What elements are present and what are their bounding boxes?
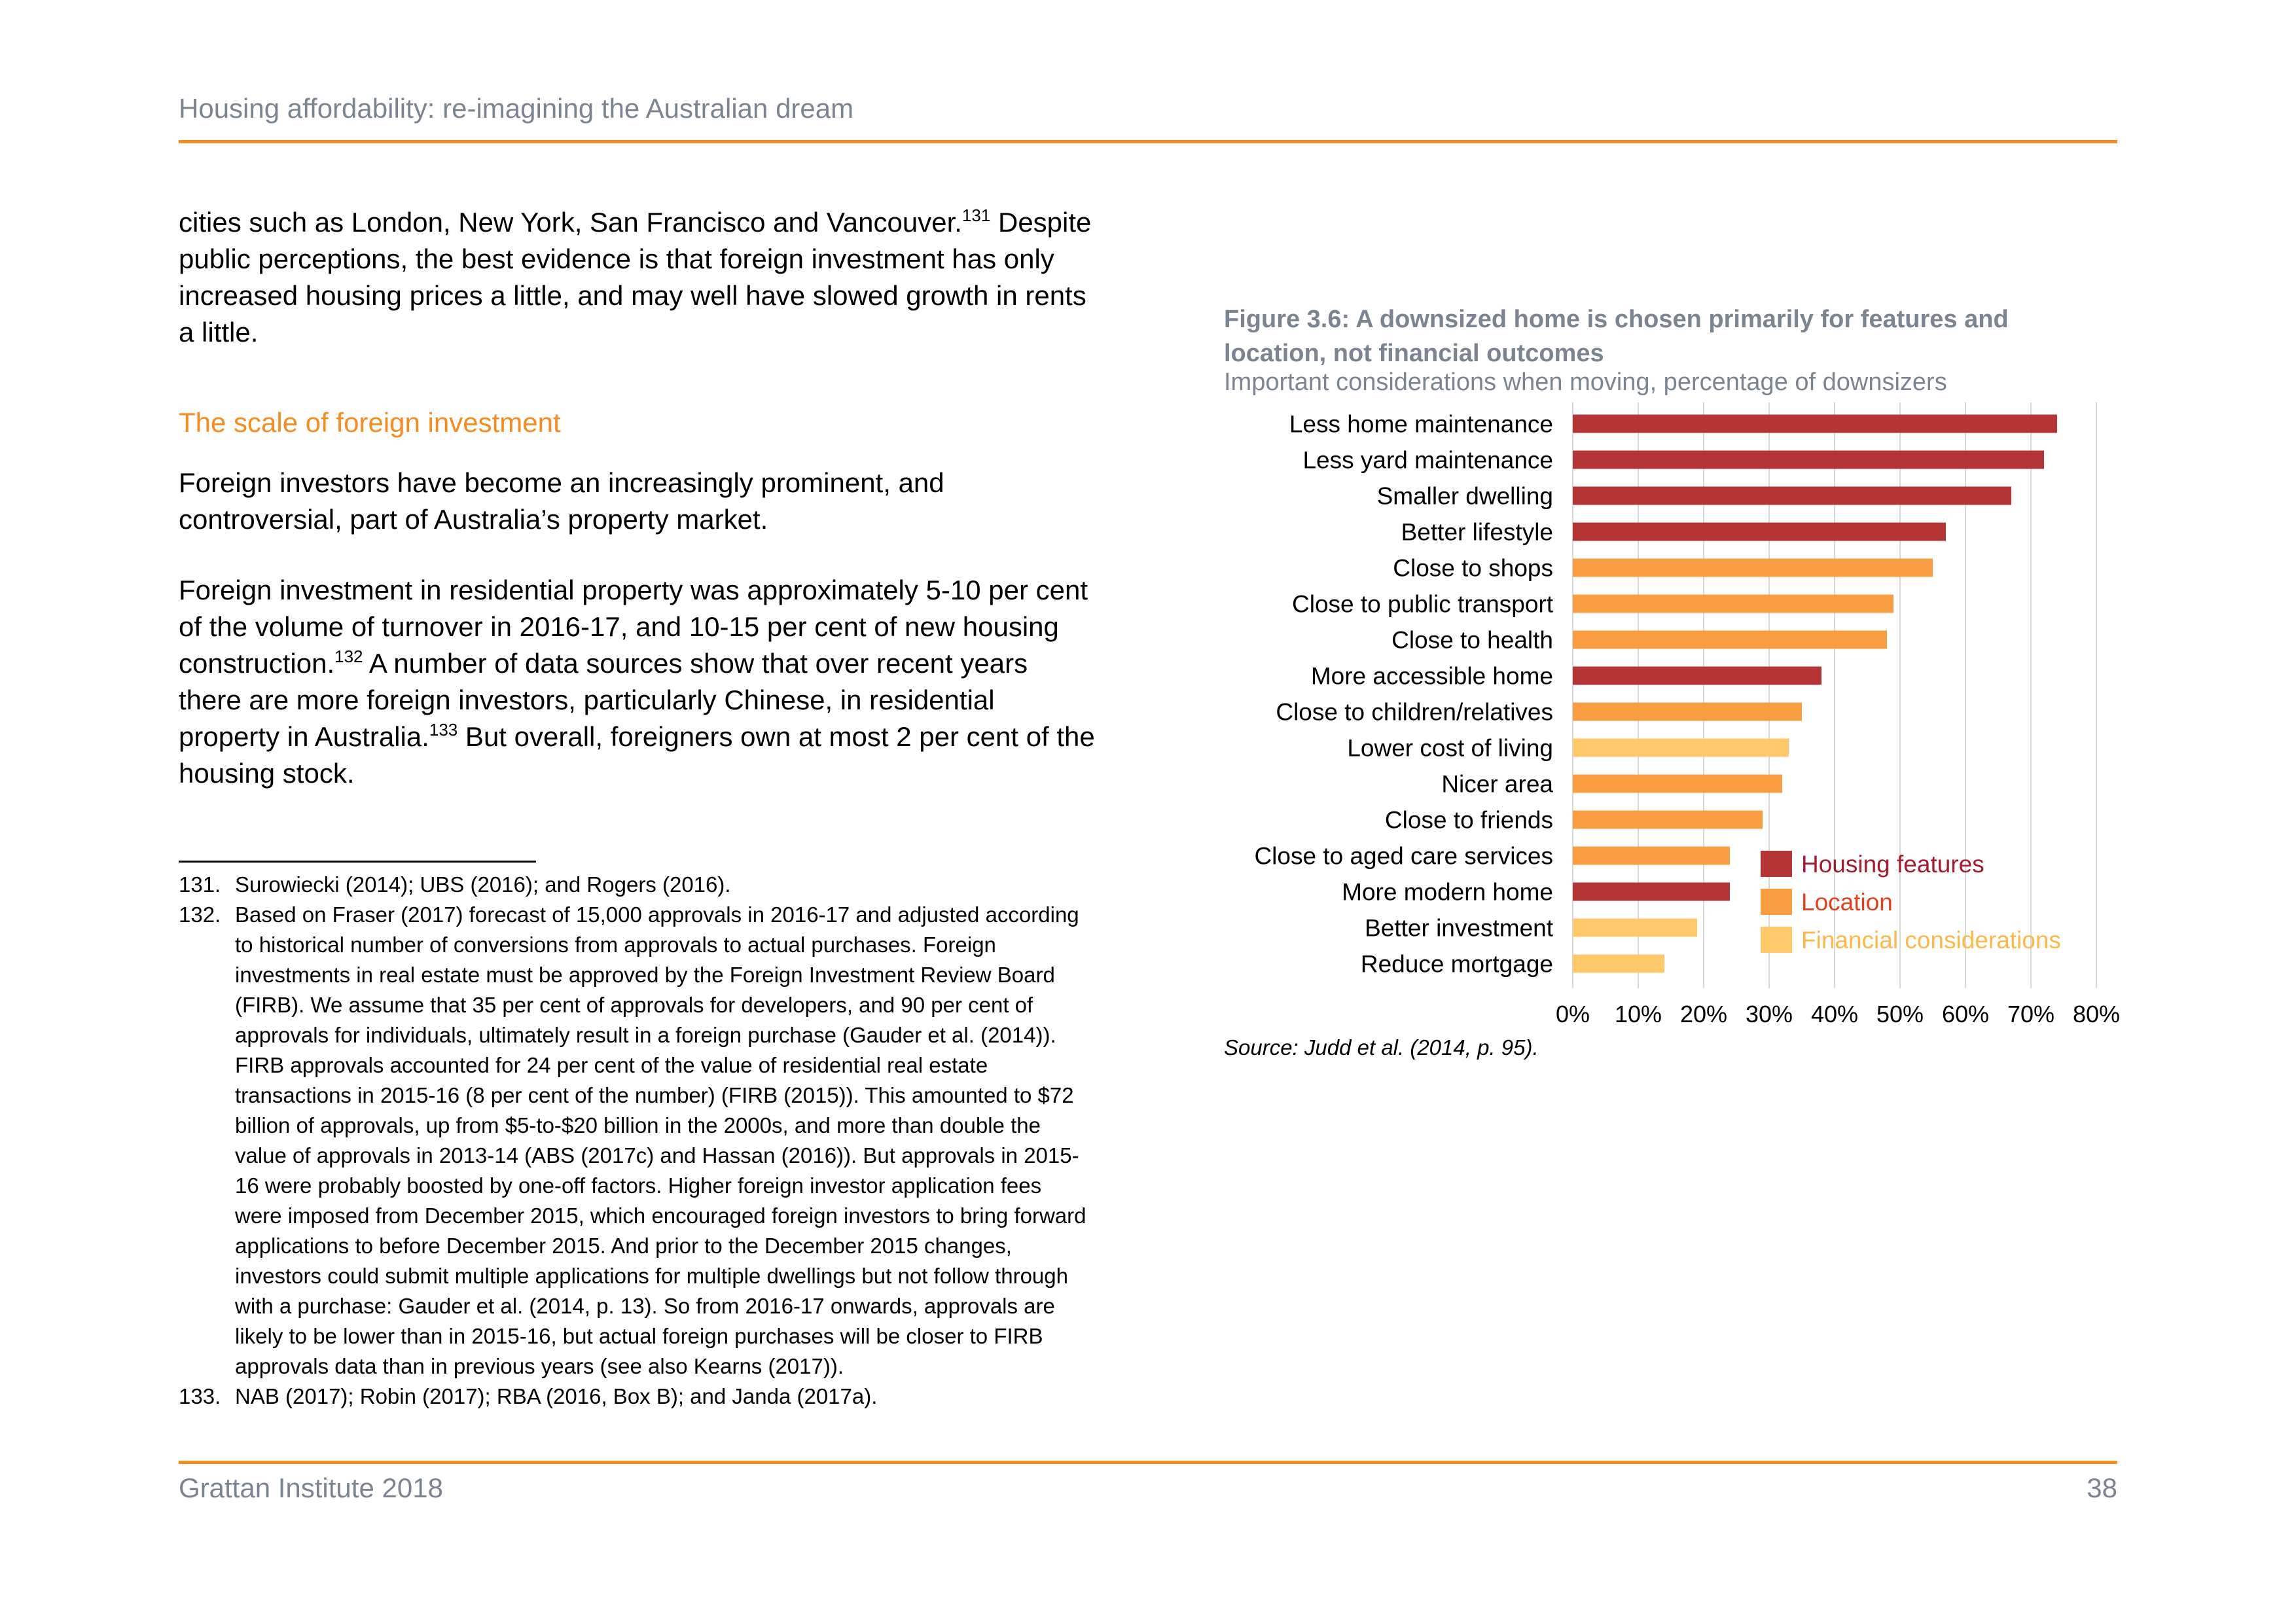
p1-text-a: cities such as London, New York, San Fra… (179, 207, 962, 238)
legend-label: Housing features (1801, 851, 1984, 878)
p1-text-b: Despite public perceptions, the best evi… (179, 207, 1092, 348)
footnotes: 131. Surowiecki (2014); UBS (2016); and … (179, 870, 1088, 1412)
bar (1573, 414, 2057, 433)
bar (1573, 522, 1946, 541)
bar (1573, 918, 1697, 937)
category-label: Lower cost of living (1347, 735, 1553, 762)
footnote-number: 131. (179, 872, 221, 897)
footnote-number: 133. (179, 1384, 221, 1408)
footnote-item: 131. Surowiecki (2014); UBS (2016); and … (179, 870, 1088, 900)
footnote-ref-133[interactable]: 133 (429, 720, 458, 740)
running-title: Housing affordability: re-imagining the … (179, 93, 854, 124)
x-tick-label: 50% (1876, 1001, 1924, 1027)
paragraph-1: cities such as London, New York, San Fra… (179, 204, 1095, 351)
footnote-number: 132. (179, 902, 221, 927)
bar (1573, 486, 2011, 505)
bar (1573, 702, 1802, 721)
p3-text-b: A number of data sources show that over … (179, 648, 1028, 752)
bar (1573, 558, 1933, 577)
category-label: Less home maintenance (1289, 411, 1553, 438)
bar (1573, 450, 2044, 469)
x-tick-label: 0% (1556, 1001, 1590, 1027)
category-label: Better lifestyle (1401, 519, 1553, 546)
legend-swatch (1761, 927, 1792, 953)
bar (1573, 774, 1782, 793)
footnote-text: Based on Fraser (2017) forecast of 15,00… (235, 902, 1086, 1378)
x-tick-label: 60% (1942, 1001, 1989, 1027)
category-label: Close to children/relatives (1276, 699, 1553, 726)
bar-chart: 0% 10% 20% 30% 40% 50% 60% 70% 80% Less home main… (1254, 402, 2120, 1027)
p3-text-c: But overall, foreigners own at most 2 pe… (179, 721, 1095, 789)
paragraph-3: Foreign investment in residential proper… (179, 572, 1095, 792)
category-label: More modern home (1342, 879, 1553, 906)
bar (1573, 594, 1893, 613)
category-label: Smaller dwelling (1377, 483, 1553, 510)
x-tick-label: 80% (2073, 1001, 2120, 1027)
footer-rule (179, 1461, 2117, 1464)
p2-text: Foreign investors have become an increas… (179, 467, 944, 535)
category-label: Better investment (1365, 915, 1554, 942)
legend-label: Location (1801, 889, 1893, 916)
footnote-text: Surowiecki (2014); UBS (2016); and Roger… (235, 872, 731, 897)
x-tick-label: 70% (2007, 1001, 2054, 1027)
footnote-ref-132[interactable]: 132 (334, 647, 363, 666)
bar (1573, 954, 1664, 973)
bar (1573, 738, 1789, 757)
category-label: More accessible home (1311, 663, 1553, 690)
legend-label: Financial considerations (1801, 927, 2061, 954)
paragraph-2: Foreign investors have become an increas… (179, 465, 1095, 538)
x-tick-label: 10% (1615, 1001, 1662, 1027)
bar (1573, 846, 1730, 865)
footnote-rule (179, 861, 536, 863)
category-label: Reduce mortgage (1361, 951, 1553, 978)
x-tick-label: 20% (1680, 1001, 1727, 1027)
x-tick-label: 40% (1811, 1001, 1858, 1027)
bar (1573, 630, 1887, 649)
bar (1573, 810, 1763, 829)
legend-swatch (1761, 851, 1792, 877)
legend-swatch (1761, 889, 1792, 915)
bar (1573, 666, 1821, 685)
footnote-ref-131[interactable]: 131 (961, 205, 991, 225)
category-label: Less yard maintenance (1302, 447, 1553, 474)
category-label: Nicer area (1441, 771, 1553, 798)
header-rule (179, 140, 2117, 143)
figure-title: Figure 3.6: A downsized home is chosen p… (1224, 306, 2009, 367)
p3-text-a: Foreign investment in residential proper… (179, 575, 1088, 679)
category-label: Close to shops (1393, 555, 1553, 582)
category-label: Close to public transport (1292, 591, 1554, 618)
footnote-item: 133. NAB (2017); Robin (2017); RBA (2016… (179, 1382, 1088, 1412)
figure-source: Source: Judd et al. (2014, p. 95). (1224, 1035, 1539, 1060)
category-label: Close to health (1391, 627, 1553, 654)
x-tick-label: 30% (1746, 1001, 1793, 1027)
category-label: Close to friends (1385, 807, 1553, 834)
page-number: 38 (2087, 1472, 2117, 1503)
category-label: Close to aged care services (1254, 843, 1553, 870)
footnote-text: NAB (2017); Robin (2017); RBA (2016, Box… (235, 1384, 878, 1408)
bar (1573, 882, 1730, 901)
footer-publisher: Grattan Institute 2018 (179, 1472, 443, 1503)
figure-subtitle: Important considerations when moving, pe… (1224, 368, 1947, 396)
section-heading: The scale of foreign investment (179, 407, 561, 438)
footnote-item: 132. Based on Fraser (2017) forecast of … (179, 900, 1088, 1382)
